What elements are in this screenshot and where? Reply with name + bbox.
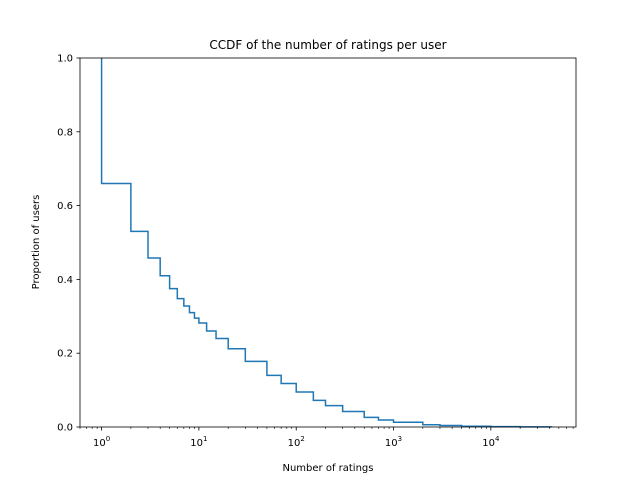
plot-area	[100, 58, 553, 428]
y-axis-label: Proportion of users	[31, 195, 42, 290]
ccdf-series-line	[100, 58, 553, 428]
x-tick-label: 103	[385, 435, 402, 449]
x-axis-label: Number of ratings	[282, 463, 373, 474]
y-tick-label: 0.4	[57, 275, 73, 286]
x-tick-label: 101	[190, 435, 207, 449]
y-tick-label: 0.2	[57, 349, 73, 360]
chart-title: CCDF of the number of ratings per user	[209, 38, 446, 52]
plot-frame	[79, 57, 577, 428]
x-axis-ticks: 100 101 102 103 104	[79, 427, 574, 449]
y-axis-ticks: 0.0 0.2 0.4 0.6 0.8 1.0	[57, 54, 80, 434]
y-tick-label: 0.8	[57, 127, 73, 138]
x-tick-label: 100	[93, 435, 110, 449]
y-tick-label: 0.0	[57, 423, 73, 434]
y-tick-label: 0.6	[57, 201, 73, 212]
x-tick-label: 102	[288, 435, 305, 449]
x-tick-label: 104	[482, 435, 500, 449]
y-tick-label: 1.0	[57, 54, 73, 65]
